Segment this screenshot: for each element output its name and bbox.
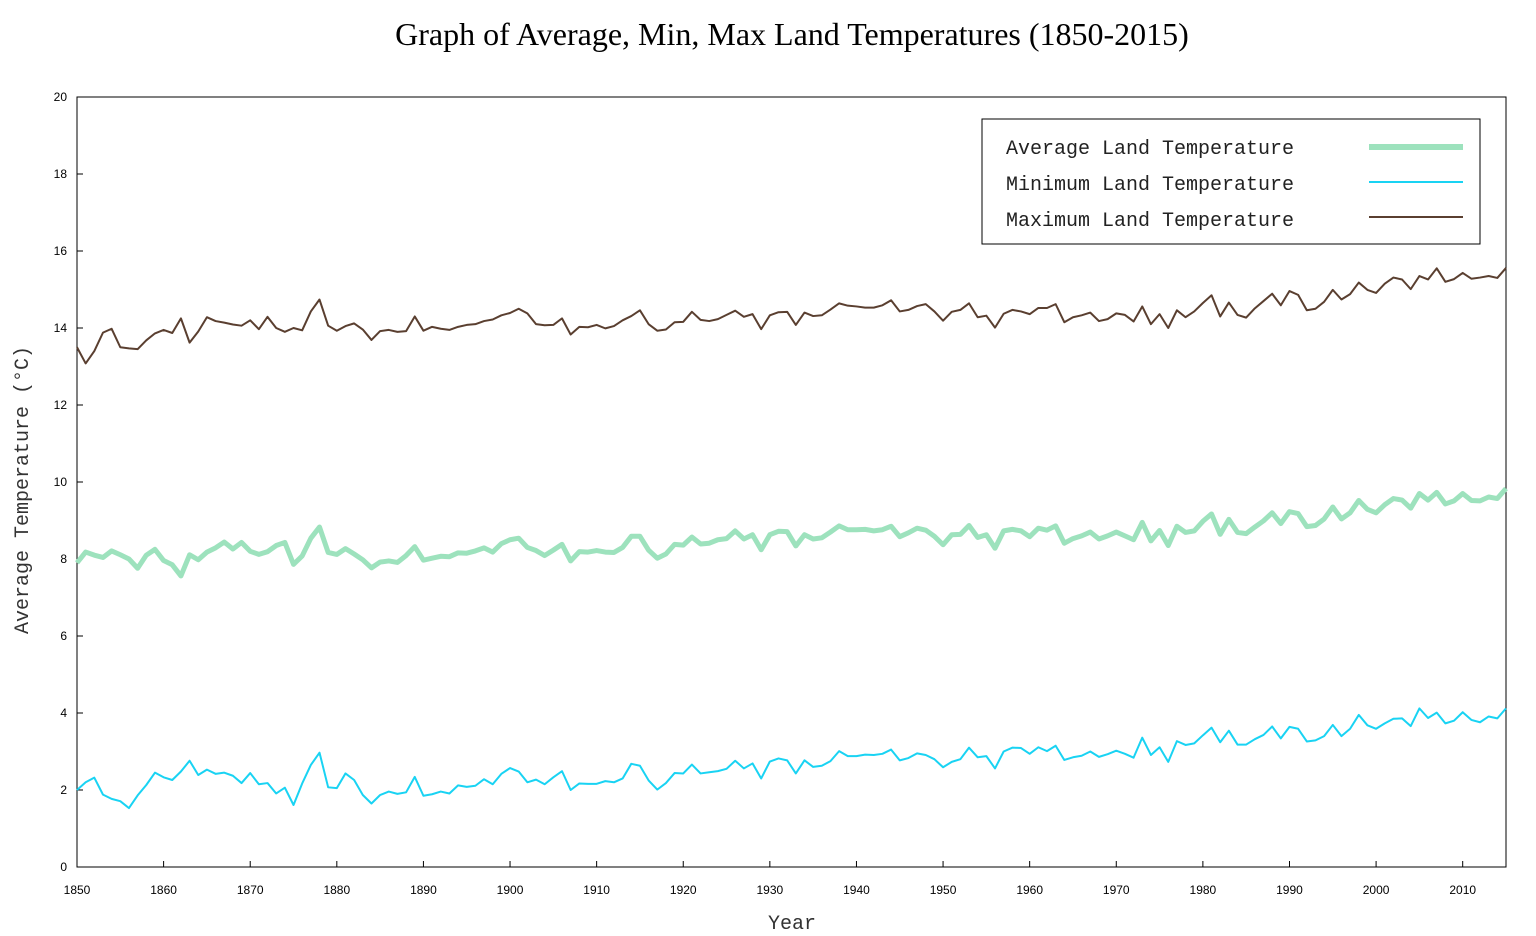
y-tick-label: 16 xyxy=(54,244,68,258)
y-tick-label: 18 xyxy=(54,167,68,181)
x-tick-label: 1870 xyxy=(237,883,264,897)
legend-label-maximum: Maximum Land Temperature xyxy=(1006,210,1294,233)
series-average-line xyxy=(75,486,1508,579)
y-tick-label: 20 xyxy=(54,90,68,104)
series-minimum-line xyxy=(76,707,1507,810)
x-tick-label: 1900 xyxy=(497,883,524,897)
y-tick-label: 2 xyxy=(60,783,67,797)
x-tick-label: 1930 xyxy=(756,883,783,897)
x-tick-label: 2010 xyxy=(1449,883,1476,897)
x-tick-label: 1990 xyxy=(1276,883,1303,897)
x-tick-label: 1890 xyxy=(410,883,437,897)
x-tick-label: 2000 xyxy=(1363,883,1390,897)
chart-title: Graph of Average, Min, Max Land Temperat… xyxy=(395,16,1189,52)
y-tick-label: 14 xyxy=(54,321,68,335)
y-tick-label: 4 xyxy=(60,706,67,720)
x-tick-label: 1980 xyxy=(1190,883,1217,897)
y-tick-label: 0 xyxy=(60,860,67,874)
series-maximum-line xyxy=(76,267,1507,365)
x-tick-label: 1910 xyxy=(583,883,610,897)
y-tick-label: 10 xyxy=(54,475,68,489)
x-tick-label: 1950 xyxy=(930,883,957,897)
x-tick-label: 1970 xyxy=(1103,883,1130,897)
legend-label-minimum: Minimum Land Temperature xyxy=(1006,174,1294,197)
y-tick-label: 8 xyxy=(60,552,67,566)
y-tick-label: 12 xyxy=(54,398,68,412)
x-tick-label: 1860 xyxy=(150,883,177,897)
legend-label-average: Average Land Temperature xyxy=(1006,138,1294,161)
x-tick-label: 1880 xyxy=(323,883,350,897)
x-tick-label: 1850 xyxy=(64,883,91,897)
x-tick-label: 1960 xyxy=(1016,883,1043,897)
x-tick-label: 1940 xyxy=(843,883,870,897)
x-axis-label: Year xyxy=(768,913,816,936)
x-tick-label: 1920 xyxy=(670,883,697,897)
legend: Average Land Temperature Minimum Land Te… xyxy=(981,118,1481,245)
series-layer xyxy=(75,267,1508,810)
y-axis-label: Average Temperature (°C) xyxy=(12,346,35,634)
y-tick-label: 6 xyxy=(60,629,67,643)
x-axis: 1850 1860 1870 1880 1890 1900 1910 1920 1930 1940… xyxy=(64,861,1476,897)
y-axis: 0 2 4 6 8 10 12 14 16 18 20 xyxy=(54,90,83,874)
